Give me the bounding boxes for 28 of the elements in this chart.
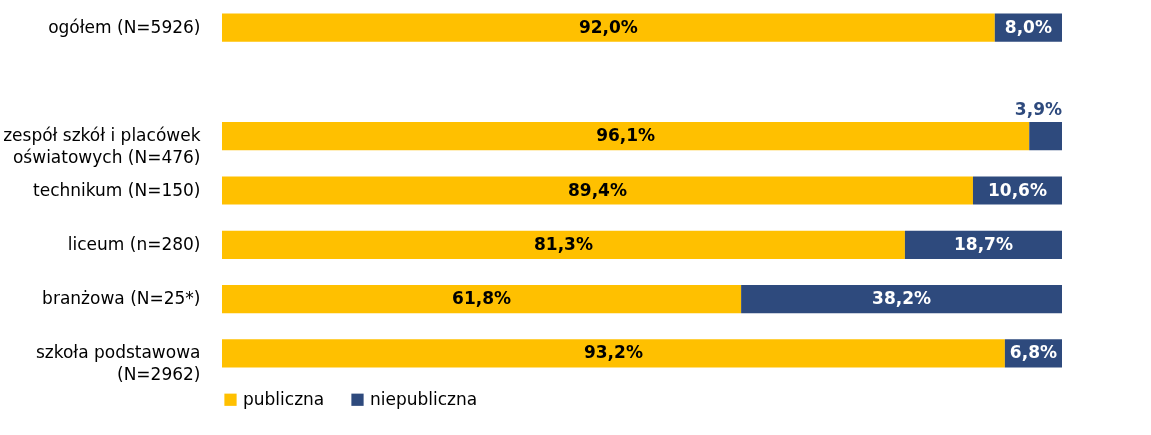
legend-label: publiczna (243, 388, 325, 409)
bar (222, 13, 995, 42)
data-label: 8,0% (1004, 16, 1052, 37)
y-tick-label: branżowa (N=25*) (42, 288, 201, 309)
data-label: 38,2% (872, 288, 932, 309)
y-tick-label: szkoła podstawowa (N=2962) (35, 342, 201, 385)
bar (222, 230, 905, 259)
bar (222, 176, 973, 205)
bar (222, 339, 1005, 368)
bar (222, 122, 1030, 151)
data-label: 81,3% (533, 233, 593, 254)
data-label: 6,8% (1009, 342, 1058, 363)
bar (1029, 122, 1062, 151)
y-tick-label: liceum (n=280) (67, 233, 201, 254)
data-label: 92,0% (578, 16, 638, 37)
data-label: 61,8% (452, 288, 512, 309)
y-tick-label: technikum (N=150) (33, 179, 201, 200)
data-label: 3,9% (1014, 99, 1062, 120)
bar (741, 285, 1062, 314)
bar (222, 285, 742, 314)
y-tick-label: zespół szkół i placówek oświatowych (N=476) (3, 125, 201, 168)
legend-label: niepubliczna (370, 388, 478, 409)
data-label: 10,6% (987, 179, 1047, 200)
data-label: 89,4% (567, 179, 627, 200)
y-tick-label: ogółem (N=5926) (48, 16, 201, 37)
data-label: 96,1% (596, 125, 656, 146)
data-label: 18,7% (953, 233, 1013, 254)
data-label: 93,2% (583, 342, 643, 363)
